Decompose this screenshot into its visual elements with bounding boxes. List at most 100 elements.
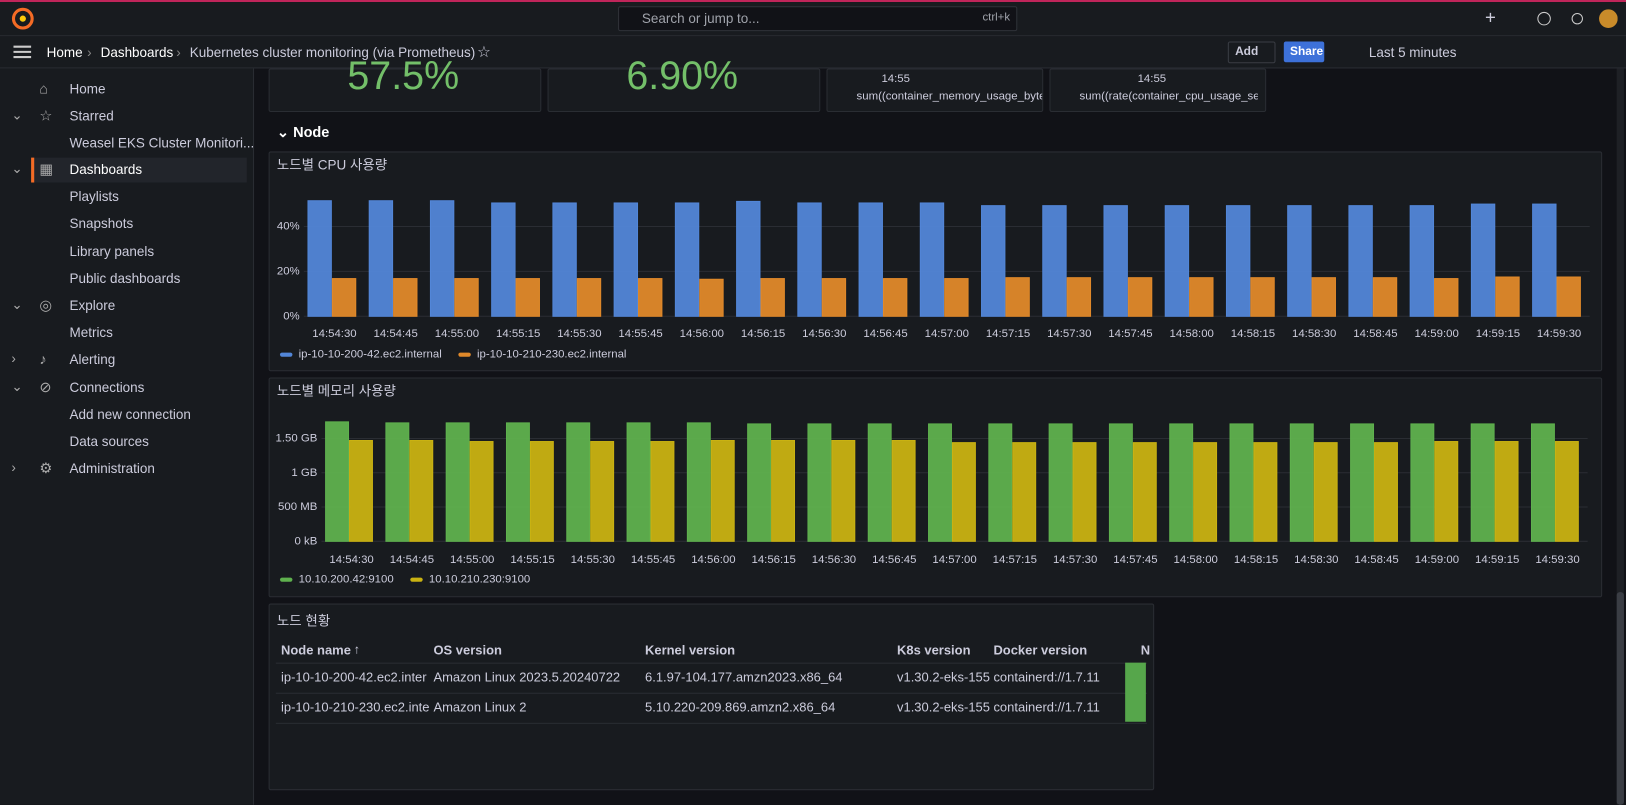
y-tick-label: 0%: [283, 310, 299, 322]
bar: [331, 278, 357, 317]
column-header[interactable]: Node name: [281, 642, 351, 658]
time-range[interactable]: Last 5 minutes: [1368, 44, 1457, 61]
x-tick-label: 14:56:45: [863, 328, 907, 340]
expand-icon: ⌄: [11, 378, 23, 395]
bar: [613, 202, 639, 317]
header-border: [275, 662, 1147, 664]
svg-text:+: +: [1485, 8, 1496, 27]
sidebar-item[interactable]: Library panels: [69, 243, 155, 260]
legend-label[interactable]: 10.10.210.230:9100: [429, 574, 530, 586]
sidebar-item[interactable]: Metrics: [69, 324, 113, 341]
chart-title: 노드별 CPU 사용량: [277, 157, 387, 172]
bar: [951, 442, 976, 542]
x-label: 14:55: [881, 72, 910, 86]
nav-bar: [0, 36, 1626, 69]
status-cell: [1125, 662, 1146, 722]
bar: [1350, 423, 1375, 542]
x-tick-label: 14:57:15: [986, 328, 1030, 340]
table-cell: v1.30.2-eks-155: [897, 669, 990, 685]
bar: [1164, 205, 1190, 317]
share-label: Share: [1290, 45, 1324, 59]
table-cell: ip-10-10-200-42.ec2.inter: [281, 669, 427, 685]
grafana-logo[interactable]: [10, 6, 35, 31]
sidebar-item[interactable]: Alerting: [69, 351, 116, 368]
breadcrumb[interactable]: Dashboards: [100, 44, 174, 61]
menu-icon[interactable]: [12, 44, 33, 61]
sidebar-item[interactable]: Playlists: [69, 188, 119, 205]
chart: 노드별 메모리 사용량 0 kB 500 MB 1 GB 1.50 GB 14:54:30…: [276, 384, 1588, 586]
legend-label[interactable]: ip-10-10-210-230.ec2.internal: [477, 349, 626, 361]
table-title: 노드 현황: [276, 612, 331, 629]
x-tick-label: 14:58:45: [1353, 328, 1397, 340]
sidebar-item[interactable]: Public dashboards: [69, 270, 181, 287]
legend-swatch: [458, 352, 471, 357]
table-cell: 6.1.97-104.177.amzn2023.x86_64: [645, 669, 843, 685]
table-cell: ip-10-10-210-230.ec2.inte: [281, 699, 430, 715]
chart: 노드별 CPU 사용량 0% 20% 40% 14:54:30 14:54:45 14:55…: [277, 157, 1590, 361]
bar: [760, 278, 785, 317]
breadcrumb[interactable]: Kubernetes cluster monitoring (via Prome…: [189, 44, 476, 61]
breadcrumb[interactable]: Home: [46, 44, 83, 61]
bar: [797, 202, 822, 317]
bar: [650, 441, 675, 542]
bar: [1229, 423, 1254, 542]
column-header[interactable]: Docker version: [993, 642, 1088, 658]
sidebar-item[interactable]: Home: [69, 80, 106, 97]
bar: [1042, 205, 1067, 317]
nav-icon: ⌂: [39, 79, 49, 97]
x-tick-label: 14:58:00: [1174, 554, 1218, 566]
x-tick-label: 14:59:00: [1415, 554, 1459, 566]
x-tick-label: 14:56:30: [802, 328, 846, 340]
gauge-panel: 57.5%: [268, 55, 542, 112]
bar: [928, 423, 952, 542]
legend-label[interactable]: 10.10.200.42:9100: [299, 574, 394, 586]
sidebar-item[interactable]: Snapshots: [69, 215, 134, 232]
x-tick-label: 14:56:45: [872, 554, 916, 566]
x-tick-label: 14:59:30: [1537, 328, 1581, 340]
sidebar-item[interactable]: Connections: [69, 379, 145, 396]
sidebar-item[interactable]: Starred: [69, 107, 114, 124]
bar: [736, 200, 761, 317]
x-tick-label: 14:55:15: [496, 328, 540, 340]
column-header[interactable]: OS version: [433, 642, 502, 658]
sidebar-item[interactable]: Data sources: [69, 433, 149, 450]
sidebar-item[interactable]: Weasel EKS Cluster Monitori...: [69, 134, 255, 151]
bar: [988, 423, 1013, 542]
star-icon[interactable]: ☆: [477, 43, 491, 62]
sidebar: [0, 68, 255, 805]
sidebar-item[interactable]: Administration: [69, 460, 155, 476]
column-header[interactable]: K8s version: [897, 642, 971, 658]
sidebar-item[interactable]: Explore: [69, 297, 116, 314]
nav-icon: ⚙: [39, 459, 53, 476]
x-tick-label: 14:58:30: [1294, 554, 1338, 566]
sidebar-item[interactable]: Dashboards: [69, 161, 143, 178]
bar: [1072, 442, 1097, 542]
top-icons[interactable]: +: [1483, 8, 1618, 29]
bar: [566, 422, 591, 542]
add-button[interactable]: Add: [1227, 41, 1276, 64]
y-tick-label: 500 MB: [278, 501, 317, 513]
nav-icon: ◎: [39, 296, 53, 314]
bar: [576, 278, 602, 317]
row-title-text: Node: [293, 123, 330, 140]
bar: [505, 422, 530, 542]
bar: [747, 423, 772, 542]
sidebar-item[interactable]: Add new connection: [69, 406, 191, 423]
bar: [686, 422, 711, 542]
x-tick-label: 14:58:30: [1292, 328, 1336, 340]
bar: [1470, 423, 1495, 542]
scrollbar: [1616, 68, 1624, 805]
share-button[interactable]: Share: [1283, 41, 1325, 63]
column-header[interactable]: N: [1140, 642, 1151, 658]
gauge-value: 57.5%: [347, 54, 460, 99]
bar: [1554, 441, 1579, 542]
legend-label[interactable]: ip-10-10-200-42.ec2.internal: [299, 349, 442, 361]
row-title[interactable]: ⌄ Node: [276, 123, 330, 140]
bar: [710, 440, 735, 542]
search-box[interactable]: Search or jump to... ctrl+k: [618, 6, 1018, 32]
column-header[interactable]: Kernel version: [645, 642, 736, 658]
nav-icon: ☆: [39, 106, 53, 124]
x-tick-label: 14:55:45: [618, 328, 662, 340]
x-tick-label: 14:57:30: [1053, 554, 1097, 566]
sep: ›: [87, 44, 92, 61]
